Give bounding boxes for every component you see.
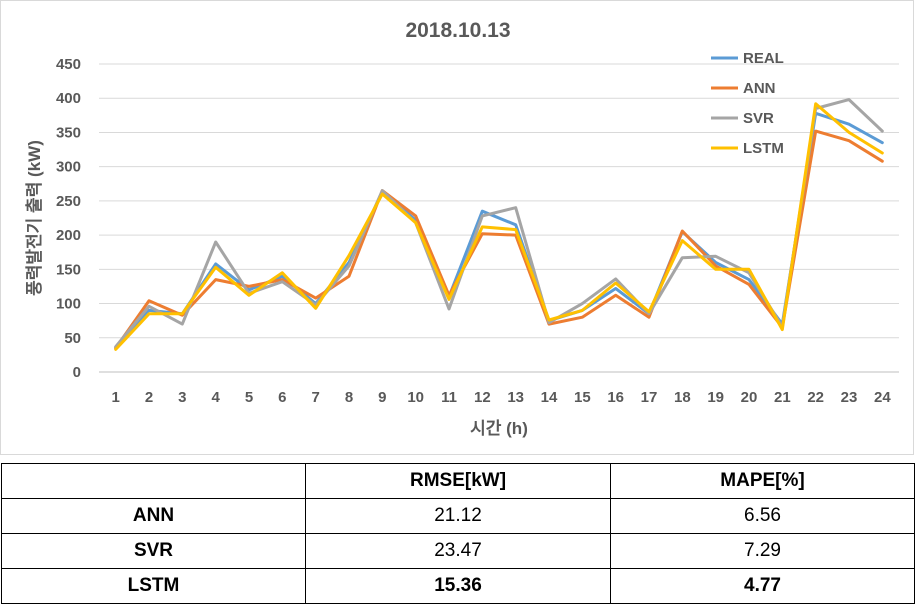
legend-label-ann: ANN [743, 80, 776, 97]
row-name: ANN [1, 498, 306, 534]
rmse-cell: 21.12 [305, 498, 611, 534]
y-tick-label: 200 [56, 227, 81, 244]
x-tick-label: 17 [641, 389, 658, 406]
y-tick-label: 400 [56, 90, 81, 107]
y-tick-label: 150 [56, 261, 81, 278]
y-axis-label: 풍력발전기 출력 (kW) [25, 140, 44, 296]
mape-cell: 4.77 [610, 568, 915, 604]
x-axis-label: 시간 (h) [470, 419, 528, 438]
x-tick-label: 6 [278, 389, 286, 406]
x-tick-label: 15 [574, 389, 591, 406]
x-tick-label: 19 [707, 389, 724, 406]
chart-panel: 2018.10.13 0 50 100 150 200 250 300 350 400 450 1 2 3… [0, 0, 914, 455]
x-tick-label: 21 [774, 389, 791, 406]
series-line-lstm [114, 102, 884, 351]
rmse-cell: 15.36 [305, 568, 611, 604]
y-tick-label: 250 [56, 193, 81, 210]
x-tick-label: 14 [541, 389, 558, 406]
legend-label-svr: SVR [743, 110, 774, 127]
row-name: SVR [1, 533, 306, 569]
header-empty [1, 463, 306, 499]
table-row: LSTM 15.36 4.77 [1, 568, 915, 604]
y-tick-label: 100 [56, 296, 81, 313]
x-tick-label: 12 [474, 389, 491, 406]
chart-title: 2018.10.13 [405, 19, 510, 42]
x-tick-label: 8 [345, 389, 353, 406]
x-tick-label: 20 [741, 389, 758, 406]
x-tick-label: 9 [378, 389, 386, 406]
x-tick-label: 16 [607, 389, 624, 406]
series-line-ann [114, 129, 884, 350]
table-row: ANN 21.12 6.56 [1, 498, 915, 534]
x-tick-label: 7 [311, 389, 319, 406]
header-mape: MAPE[%] [610, 463, 915, 499]
x-tick-label: 22 [807, 389, 824, 406]
x-tick-label: 10 [407, 389, 424, 406]
mape-cell: 6.56 [610, 498, 915, 534]
x-tick-label: 4 [211, 389, 220, 406]
y-tick-label: 450 [56, 56, 81, 73]
rmse-cell: 23.47 [305, 533, 611, 569]
table-row: SVR 23.47 7.29 [1, 533, 915, 569]
x-tick-label: 2 [145, 389, 153, 406]
x-tick-label: 1 [111, 389, 119, 406]
mape-cell: 7.29 [610, 533, 915, 569]
x-tick-label: 23 [841, 389, 858, 406]
y-tick-label: 0 [73, 364, 81, 381]
y-tick-label: 300 [56, 159, 81, 176]
table-header-row: RMSE[kW] MAPE[%] [1, 463, 915, 499]
header-rmse: RMSE[kW] [305, 463, 611, 499]
x-tick-label: 24 [874, 389, 891, 406]
x-tick-label: 5 [245, 389, 253, 406]
x-tick-label: 3 [178, 389, 186, 406]
row-name: LSTM [1, 568, 306, 604]
legend-label-real: REAL [743, 50, 784, 67]
metrics-table: RMSE[kW] MAPE[%] ANN 21.12 6.56 SVR 23.4… [1, 463, 915, 604]
x-tick-label: 18 [674, 389, 691, 406]
y-tick-label: 350 [56, 124, 81, 141]
y-tick-label: 50 [64, 330, 81, 347]
x-tick-label: 13 [507, 389, 524, 406]
x-tick-label: 11 [441, 389, 457, 406]
legend-label-lstm: LSTM [743, 140, 784, 157]
